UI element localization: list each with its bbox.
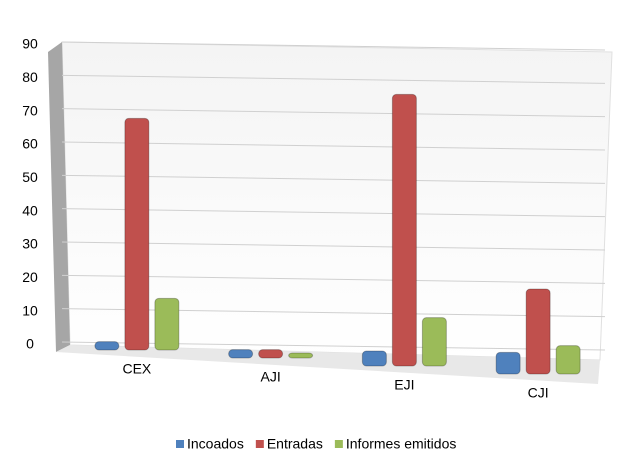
y-tick-label: 20 [22, 269, 38, 285]
legend-swatch [255, 440, 264, 448]
bar [555, 345, 581, 375]
grid-line [61, 108, 606, 118]
x-tick-label: AJI [261, 369, 281, 385]
grid-line [61, 274, 606, 284]
legend-swatch [334, 440, 343, 448]
bar [154, 297, 180, 351]
x-tick-label: EJI [394, 377, 414, 393]
side-wall [48, 42, 70, 352]
legend-swatch [176, 440, 184, 448]
grid-line [61, 241, 606, 251]
y-tick-label: 60 [22, 136, 38, 152]
bar [495, 351, 521, 375]
bar [288, 352, 314, 359]
legend-label: Informes emitidos [346, 436, 456, 452]
bar [525, 288, 551, 375]
legend-label: Entradas [267, 436, 323, 452]
x-tick-label: CEX [122, 361, 151, 377]
y-tick-label: 40 [22, 202, 38, 218]
grid-line [61, 141, 606, 151]
grid-line [61, 308, 606, 318]
bar [361, 350, 387, 367]
y-tick-label: 0 [26, 336, 34, 352]
y-tick-label: 50 [22, 169, 38, 185]
bar [391, 93, 417, 367]
grid-line [61, 208, 606, 218]
bar [124, 117, 150, 351]
legend-label: Incoados [187, 436, 244, 452]
bar [94, 341, 120, 351]
y-tick-label: 10 [22, 302, 38, 318]
grid-line [61, 174, 606, 184]
x-tick-label: CJI [528, 385, 549, 401]
y-tick-label: 80 [22, 69, 38, 85]
floor [56, 345, 600, 384]
grid-line [61, 74, 606, 84]
grid-line [61, 341, 606, 351]
grid-line [61, 41, 606, 51]
y-tick-label: 90 [22, 36, 38, 52]
bar [228, 349, 254, 359]
bar [421, 317, 447, 367]
y-tick-label: 70 [22, 102, 38, 118]
y-tick-label: 30 [22, 236, 38, 252]
bar [258, 349, 284, 359]
